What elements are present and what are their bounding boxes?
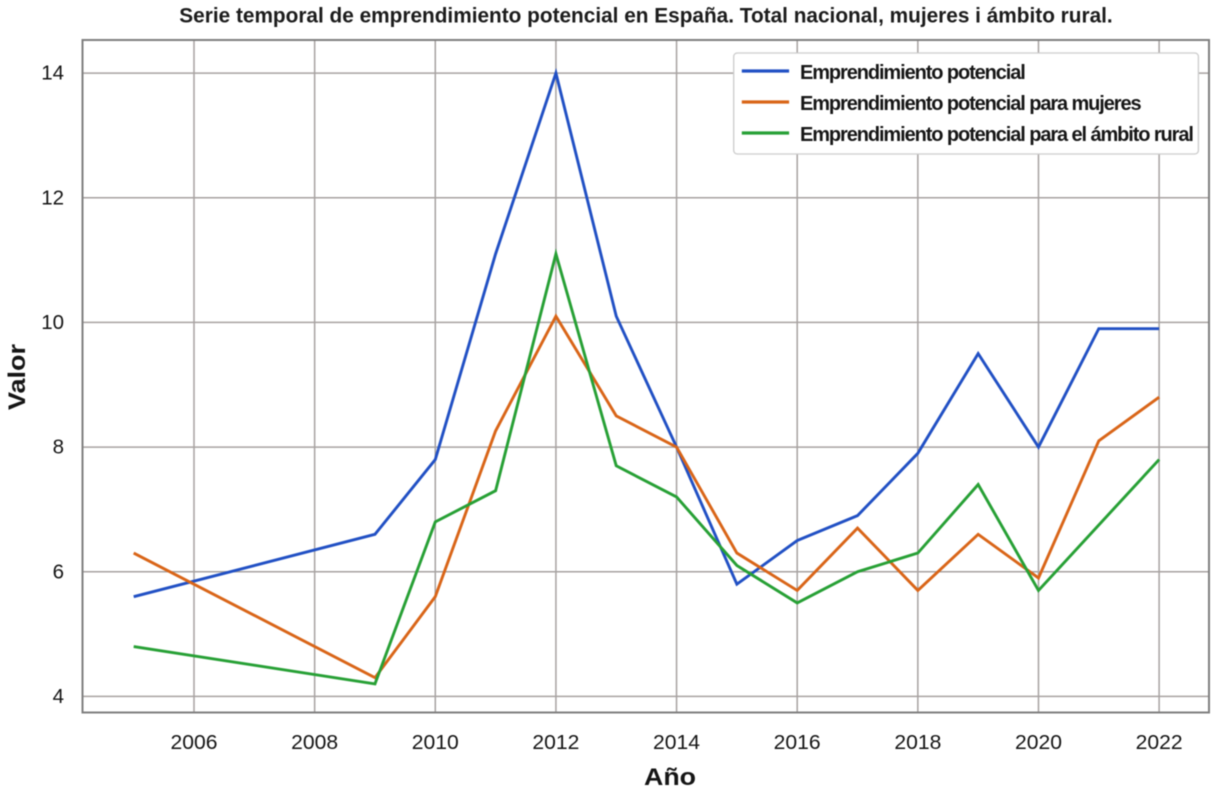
svg-text:Año: Año <box>644 764 696 791</box>
svg-text:Emprendimiento potencial para: Emprendimiento potencial para mujeres <box>800 93 1141 115</box>
svg-text:2016: 2016 <box>774 731 821 754</box>
svg-text:2018: 2018 <box>894 731 941 754</box>
svg-text:2006: 2006 <box>171 731 218 754</box>
svg-text:2010: 2010 <box>412 731 459 754</box>
svg-text:Emprendimiento potencial: Emprendimiento potencial <box>800 62 1025 84</box>
svg-text:12: 12 <box>41 186 64 209</box>
svg-text:8: 8 <box>53 436 64 459</box>
svg-text:4: 4 <box>53 685 64 708</box>
svg-text:2012: 2012 <box>532 731 579 754</box>
svg-text:Valor: Valor <box>4 344 31 410</box>
svg-text:14: 14 <box>41 62 64 85</box>
svg-text:6: 6 <box>53 560 64 583</box>
svg-text:2014: 2014 <box>653 731 700 754</box>
svg-text:Emprendimiento potencial para: Emprendimiento potencial para el ámbito … <box>800 124 1193 146</box>
svg-text:Serie temporal de emprendimien: Serie temporal de emprendimiento potenci… <box>179 5 1112 28</box>
svg-text:2020: 2020 <box>1015 731 1062 754</box>
svg-text:10: 10 <box>41 311 64 334</box>
svg-text:2022: 2022 <box>1136 731 1183 754</box>
svg-text:2008: 2008 <box>291 731 338 754</box>
